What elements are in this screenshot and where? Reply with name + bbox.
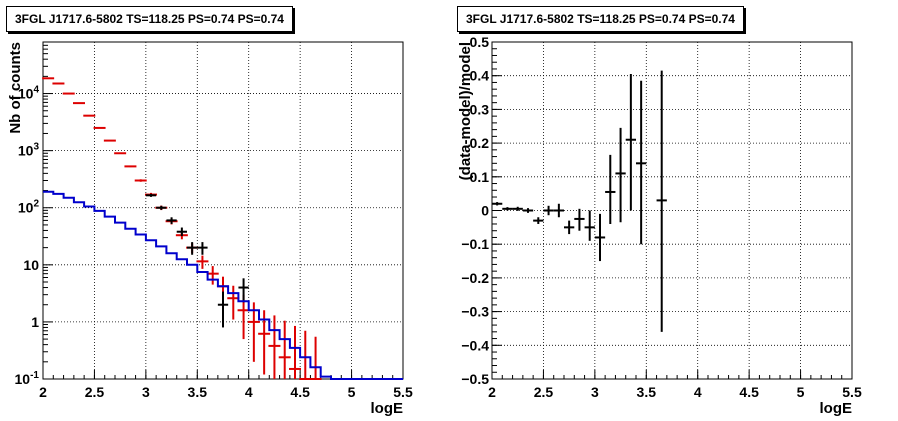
model-step-line (43, 190, 403, 380)
data-point (206, 266, 219, 285)
data-point (543, 205, 554, 216)
counts-panel: 2 2.5 3 3.5 4 4.5 5 5.5 10-1 1 10 102 103 104 logE Nb o… (6, 6, 413, 417)
data-point (124, 165, 137, 168)
y-tick-label: 104 (18, 85, 40, 102)
y-tick-label: 102 (18, 199, 40, 216)
x-tick-label: 4 (245, 384, 253, 400)
data-point (564, 220, 575, 235)
data-point (134, 179, 147, 182)
x-tick-label: 4 (694, 384, 702, 400)
x-tick-label: 3 (142, 384, 150, 400)
x-tick-label: 4.5 (739, 384, 759, 400)
x-tick-label: 2.5 (85, 384, 105, 400)
y-tick-label: 103 (18, 142, 40, 159)
y-axis-label: Nb of counts (7, 42, 24, 134)
y-tick-label: 0.2 (470, 135, 490, 151)
data-point (553, 203, 564, 218)
residuals-panel: 2 2.5 3 3.5 4 4.5 5 5.5 −0.5 −0.4 −0.3 −0.2 −0.1 0 0.1… (449, 0, 898, 421)
x-axis-label: logE (820, 400, 853, 417)
data-point (196, 255, 209, 269)
x-tick-label: 2.5 (534, 384, 554, 400)
y-tick-label: 0.3 (470, 101, 490, 117)
data-point (156, 205, 167, 210)
y-tick-label: −0.5 (461, 371, 489, 387)
y-tick-label: 10 (23, 257, 39, 273)
x-tick-label: 5.5 (393, 384, 413, 400)
data-point (533, 217, 544, 224)
y-tick-label: −0.3 (461, 304, 489, 320)
data-point (615, 127, 626, 223)
data-point (176, 227, 187, 236)
data-point (625, 74, 636, 211)
y-tick-label: 0.1 (470, 169, 490, 185)
data-point (227, 285, 240, 320)
data-point (166, 217, 177, 224)
data-point (268, 315, 281, 379)
data-point (187, 242, 198, 255)
x-tick-label: 5 (797, 384, 805, 400)
data-point (656, 70, 667, 332)
data-point (145, 193, 157, 197)
x-tick-label: 5 (348, 384, 356, 400)
data-point (289, 325, 301, 379)
x-tick-label: 3.5 (637, 384, 657, 400)
y-tick-label: −0.2 (461, 270, 489, 286)
data-point (605, 154, 616, 224)
y-tick-label: 0.5 (470, 34, 490, 50)
data-point (114, 152, 127, 155)
data-point (42, 77, 55, 80)
x-tick-label: 2 (488, 384, 496, 400)
data-point (217, 291, 229, 328)
counts-chart: 2 2.5 3 3.5 4 4.5 5 5.5 10-1 1 10 102 103 104 logE Nb o… (7, 41, 413, 417)
data-point (52, 82, 65, 85)
x-tick-label: 3 (591, 384, 599, 400)
data-point (73, 102, 85, 105)
data-point (93, 126, 106, 129)
data-point (309, 336, 322, 380)
y-tick-label: 1 (31, 314, 39, 330)
data-point (197, 242, 208, 255)
data-point (238, 278, 249, 303)
y-tick-label: 0 (481, 203, 489, 219)
data-point (83, 114, 96, 117)
x-tick-label: 5.5 (842, 384, 862, 400)
data-point (636, 80, 647, 245)
x-axis-label: logE (371, 400, 404, 417)
data-point (574, 208, 585, 231)
data-point (258, 310, 271, 375)
x-tick-label: 3.5 (188, 384, 208, 400)
data-point (492, 202, 503, 206)
y-axis-label: (data-model)/model (457, 42, 474, 180)
data-point (247, 302, 260, 362)
x-tick-label: 4.5 (290, 384, 310, 400)
data-point (502, 207, 513, 211)
y-tick-label: −0.4 (461, 337, 489, 353)
residuals-chart-title: 3FGL J1717.6-5802 TS=118.25 PS=0.74 PS=0… (457, 6, 744, 32)
x-tick-label: 2 (39, 384, 47, 400)
counts-chart-title: 3FGL J1717.6-5802 TS=118.25 PS=0.74 PS=0… (6, 6, 293, 32)
data-point (584, 210, 595, 241)
residuals-chart: 2 2.5 3 3.5 4 4.5 5 5.5 −0.5 −0.4 −0.3 −0.2 −0.1 0 0.1… (457, 34, 862, 417)
data-point (278, 320, 291, 379)
y-tick-label: −0.1 (461, 236, 489, 252)
y-tick-label: 10-1 (15, 370, 40, 387)
data-point (299, 330, 312, 380)
data-point (512, 206, 523, 211)
data-point (594, 213, 606, 262)
data-point (103, 139, 116, 142)
data-point (522, 208, 534, 213)
y-tick-label: 0.4 (470, 68, 490, 84)
